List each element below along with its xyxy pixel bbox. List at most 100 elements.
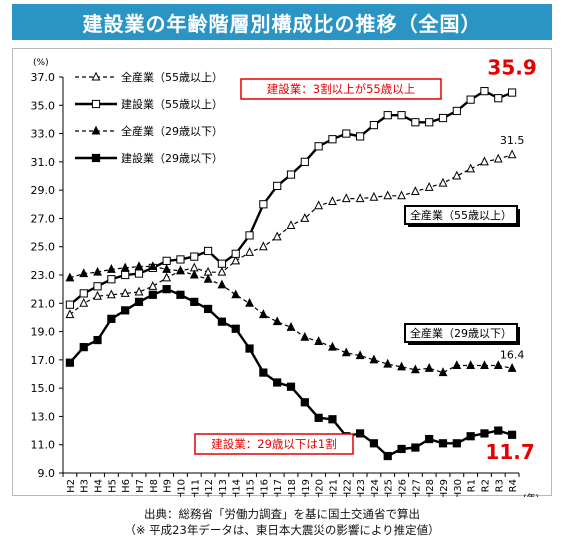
data-point-construction-55plus (383, 111, 392, 120)
data-point-all-industry-55plus (341, 193, 351, 203)
data-point-all-industry-55plus (466, 163, 476, 173)
data-point-all-industry-29under (176, 265, 185, 275)
data-point-all-industry-55plus (480, 156, 489, 166)
x-tick-label: H12 (204, 479, 215, 497)
data-point-all-industry-29under (272, 316, 282, 326)
data-point-construction-55plus (438, 113, 448, 123)
data-point-construction-55plus (65, 300, 75, 309)
data-point-construction-55plus (480, 87, 489, 96)
data-point-construction-55plus (176, 255, 185, 264)
callout-box (240, 78, 442, 100)
data-point-all-industry-55plus (410, 186, 420, 196)
data-point-construction-29under (148, 290, 157, 299)
y-tick-label: 17.0 (31, 354, 56, 367)
data-point-all-industry-29under (410, 364, 420, 374)
end-value-label: 35.9 (487, 56, 536, 80)
data-point-construction-29under (231, 324, 240, 333)
x-tick-label: R3 (494, 479, 505, 492)
x-tick-label: H9 (163, 479, 174, 493)
data-point-all-industry-55plus (162, 272, 172, 282)
data-point-construction-29under (273, 378, 282, 387)
data-point-all-industry-55plus (452, 170, 462, 180)
data-point-all-industry-29under (507, 363, 517, 372)
chart-title: 建設業の年齢階層別構成比の推移（全国） (12, 4, 552, 40)
data-point-construction-29under (425, 434, 434, 444)
x-tick-label: H22 (342, 479, 353, 497)
x-tick-label: H11 (190, 479, 201, 497)
series-line-construction-29under (69, 287, 513, 458)
x-tick-label: H10 (176, 479, 187, 497)
data-point-construction-55plus (494, 94, 503, 103)
data-point-construction-29under (452, 439, 461, 448)
data-point-construction-55plus (203, 246, 213, 256)
legend-label-construction-29under: 建設業（29歳以下） (121, 151, 223, 165)
data-point-construction-29under (480, 429, 489, 438)
data-point-all-industry-29under (328, 341, 337, 351)
data-point-construction-55plus (217, 259, 227, 268)
data-point-all-industry-29under (120, 262, 130, 272)
data-point-all-industry-55plus (328, 196, 337, 205)
data-point-all-industry-29under (217, 279, 227, 289)
x-tick-label: H27 (411, 479, 422, 497)
x-tick-label: H2 (66, 479, 77, 493)
legend-marker-construction-29under (91, 153, 101, 163)
data-point-construction-29under (411, 443, 420, 452)
x-tick-label: H25 (384, 479, 395, 497)
data-point-construction-55plus (369, 120, 379, 130)
legend-label-construction-55plus: 建設業（55歳以上） (121, 97, 223, 111)
data-point-construction-55plus (286, 170, 296, 179)
data-point-construction-29under (314, 413, 323, 422)
x-tick-label: H18 (287, 479, 298, 497)
data-point-construction-55plus (231, 249, 240, 258)
data-point-all-industry-55plus (300, 213, 310, 222)
x-tick-label: H26 (398, 479, 409, 497)
data-point-construction-55plus (425, 118, 434, 127)
data-point-construction-55plus (121, 270, 130, 280)
data-point-all-industry-29under (314, 336, 324, 345)
x-tick-label: H13 (218, 479, 229, 497)
data-point-all-industry-29under (93, 266, 102, 276)
data-point-all-industry-29under (286, 322, 296, 331)
x-tick-label: H19 (301, 479, 312, 497)
callout-box (194, 433, 354, 455)
callout-box (404, 323, 518, 343)
x-axis-unit: (年) (523, 492, 539, 497)
data-point-all-industry-55plus (79, 297, 89, 307)
y-tick-label: 23.0 (31, 269, 56, 282)
data-point-all-industry-29under (258, 309, 268, 319)
data-point-construction-55plus (411, 118, 420, 127)
data-point-construction-55plus (328, 135, 337, 144)
data-point-construction-29under (203, 304, 213, 314)
end-value-label: 11.7 (485, 440, 534, 464)
data-point-construction-29under (466, 432, 475, 441)
data-point-all-industry-29under (355, 350, 365, 360)
x-tick-label: H5 (107, 479, 118, 493)
data-point-all-industry-29under (466, 360, 476, 370)
data-point-construction-55plus (93, 282, 102, 291)
data-point-all-industry-29under (245, 297, 254, 307)
data-point-all-industry-55plus (383, 190, 393, 200)
x-tick-label: H7 (135, 479, 146, 493)
x-tick-label: H28 (425, 479, 436, 497)
legend-marker-all-industry-55plus (91, 71, 101, 81)
data-point-all-industry-55plus (286, 220, 296, 229)
y-tick-label: 19.0 (31, 326, 56, 339)
data-point-all-industry-55plus (258, 241, 268, 251)
data-point-all-industry-29under (493, 360, 503, 370)
data-point-construction-55plus (190, 252, 199, 261)
x-tick-label: R4 (508, 479, 519, 492)
data-point-all-industry-29under (189, 269, 199, 279)
data-point-construction-55plus (245, 231, 254, 240)
y-axis-unit: (%) (33, 58, 49, 68)
data-point-all-industry-29under (480, 360, 489, 370)
x-tick-label: R1 (467, 479, 478, 492)
x-tick-label: H23 (356, 479, 367, 497)
y-tick-label: 25.0 (31, 241, 56, 254)
data-point-all-industry-29under (300, 331, 310, 341)
legend-marker-construction-55plus (91, 99, 101, 109)
data-point-construction-55plus (397, 111, 406, 120)
data-point-all-industry-29under (203, 273, 213, 283)
data-point-construction-29under (93, 335, 102, 345)
data-point-construction-29under (259, 368, 268, 377)
data-point-all-industry-55plus (231, 255, 241, 265)
